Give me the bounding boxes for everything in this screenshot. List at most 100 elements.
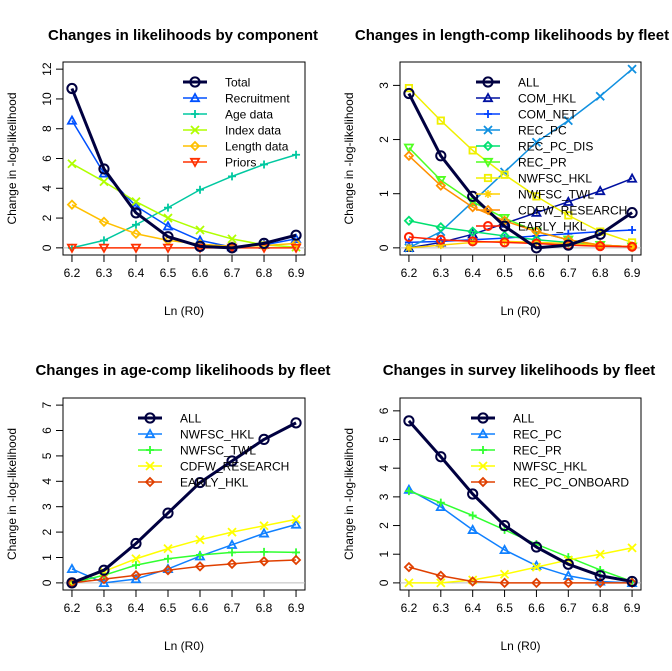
data-point	[467, 190, 479, 203]
legend-item: REC_PC	[476, 124, 567, 138]
legend-label: REC_PC_DIS	[518, 140, 593, 154]
data-point	[628, 225, 637, 234]
legend-item: COM_HKL	[476, 92, 576, 106]
y-tick-label: 0	[40, 244, 54, 251]
x-tick-label: 6.7	[560, 266, 577, 280]
data-point	[499, 544, 511, 555]
legend-item: Age data	[183, 108, 273, 122]
y-tick-label: 2	[40, 214, 54, 221]
data-point	[228, 172, 237, 181]
legend-item: NWFSC_HKL	[138, 428, 254, 442]
data-point	[98, 573, 110, 585]
x-tick-label: 6.5	[160, 266, 177, 280]
x-tick-label: 6.4	[128, 601, 145, 615]
data-point	[563, 577, 574, 589]
plot-frame	[62, 397, 306, 591]
legend-marker	[483, 221, 493, 231]
data-point	[435, 150, 447, 162]
legend-item: Recruitment	[183, 92, 290, 106]
y-tick-label: 2	[377, 136, 391, 143]
legend-label: Recruitment	[225, 92, 290, 106]
data-point	[66, 199, 78, 210]
data-point	[131, 554, 141, 564]
legend-marker	[144, 412, 156, 424]
data-point	[500, 237, 509, 246]
data-point	[499, 569, 510, 579]
legend-marker	[477, 476, 489, 488]
data-point	[98, 163, 110, 175]
legend-label: REC_PC_ONBOARD	[513, 476, 629, 490]
data-point	[531, 226, 542, 237]
data-point	[467, 226, 478, 237]
data-point	[627, 241, 638, 252]
data-point	[627, 543, 637, 553]
y-tick-label: 6	[377, 407, 391, 414]
legend-marker	[482, 157, 494, 168]
data-point	[467, 201, 478, 213]
legend-item: ALL	[476, 76, 540, 90]
data-point	[98, 216, 110, 228]
legend-item: NWFSC_TWL	[476, 188, 594, 202]
legend-marker	[477, 428, 489, 439]
legend-item: Index data	[183, 124, 281, 138]
y-tick-label: 0	[377, 579, 391, 586]
data-point	[130, 228, 142, 239]
data-point	[499, 577, 510, 589]
data-point	[226, 538, 238, 549]
x-tick-label: 6.3	[432, 266, 449, 280]
legend-item: Priors	[183, 156, 256, 170]
x-tick-label: 6.2	[401, 601, 418, 615]
data-point	[596, 565, 605, 574]
x-tick-label: 6.8	[256, 266, 273, 280]
chart-title: Changes in survey likelihoods by fleet	[383, 362, 656, 379]
legend-marker	[482, 76, 494, 88]
data-point	[228, 548, 237, 557]
data-point	[67, 159, 77, 169]
data-point	[290, 554, 302, 566]
data-point	[403, 150, 415, 162]
data-point	[626, 207, 638, 219]
x-tick-label: 6.7	[224, 266, 241, 280]
y-tick-label: 8	[40, 125, 54, 132]
x-tick-label: 6.6	[192, 601, 209, 615]
legend-marker	[482, 92, 494, 103]
data-point	[403, 215, 415, 227]
x-axis-label: Ln (R0)	[500, 304, 540, 318]
data-point	[467, 488, 479, 500]
series-line	[408, 236, 633, 248]
data-point	[162, 507, 174, 519]
data-point	[531, 562, 542, 572]
x-tick-label: 6.6	[192, 266, 209, 280]
data-point	[594, 577, 606, 589]
data-point	[258, 433, 270, 445]
legend-item: NWFSC_TWL	[138, 444, 256, 458]
legend-label: REC_PC	[518, 124, 567, 138]
x-tick-label: 6.3	[432, 601, 449, 615]
legend-label: NWFSC_HKL	[180, 428, 254, 442]
data-point	[66, 563, 78, 574]
y-axis-label: Change in -log-likelihood	[342, 428, 356, 560]
series-nwfsc-hkl	[404, 543, 637, 588]
y-tick-label: 3	[40, 503, 54, 510]
legend-item: CDFW_RESEARCH	[138, 460, 289, 474]
legend-item: REC_PR	[476, 156, 567, 170]
x-tick-label: 6.7	[224, 601, 241, 615]
series-line	[408, 87, 633, 244]
x-tick-label: 6.8	[592, 601, 609, 615]
data-point	[595, 91, 605, 101]
legend-label: ALL	[180, 412, 202, 426]
data-point	[530, 242, 543, 254]
data-point	[626, 575, 638, 588]
data-point	[290, 229, 302, 241]
data-point	[627, 64, 637, 74]
data-point	[435, 570, 447, 581]
data-point	[468, 238, 477, 247]
data-point	[435, 176, 447, 187]
x-tick-label: 6.3	[96, 601, 113, 615]
legend-marker	[189, 157, 201, 168]
data-point	[562, 195, 574, 206]
y-tick-label: 6	[40, 155, 54, 162]
y-tick-label: 0	[377, 244, 391, 251]
y-tick-label: 7	[40, 401, 54, 408]
x-tick-label: 6.4	[464, 266, 481, 280]
